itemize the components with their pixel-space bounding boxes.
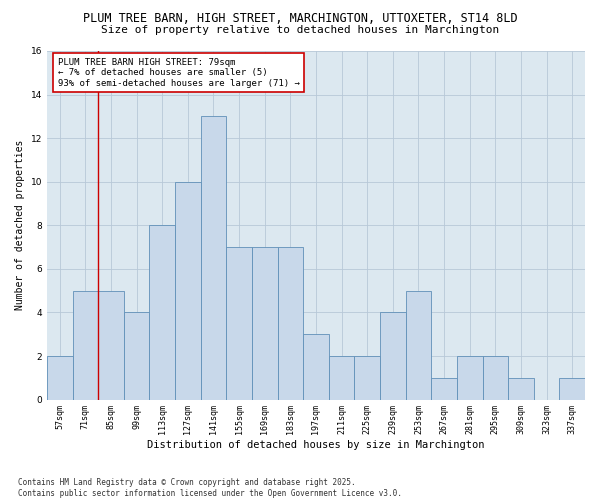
Bar	[329, 356, 355, 400]
Bar	[124, 312, 149, 400]
Bar	[252, 247, 278, 400]
Y-axis label: Number of detached properties: Number of detached properties	[15, 140, 25, 310]
Bar	[482, 356, 508, 400]
Text: Contains HM Land Registry data © Crown copyright and database right 2025.
Contai: Contains HM Land Registry data © Crown c…	[18, 478, 402, 498]
Bar	[355, 356, 380, 400]
Bar	[226, 247, 252, 400]
Bar	[303, 334, 329, 400]
Bar	[278, 247, 303, 400]
Bar	[47, 356, 73, 400]
Bar	[431, 378, 457, 400]
X-axis label: Distribution of detached houses by size in Marchington: Distribution of detached houses by size …	[147, 440, 485, 450]
Text: PLUM TREE BARN HIGH STREET: 79sqm
← 7% of detached houses are smaller (5)
93% of: PLUM TREE BARN HIGH STREET: 79sqm ← 7% o…	[58, 58, 299, 88]
Bar	[73, 290, 98, 400]
Bar	[406, 290, 431, 400]
Bar	[380, 312, 406, 400]
Bar	[175, 182, 200, 400]
Bar	[149, 226, 175, 400]
Bar	[457, 356, 482, 400]
Bar	[559, 378, 585, 400]
Text: Size of property relative to detached houses in Marchington: Size of property relative to detached ho…	[101, 25, 499, 35]
Text: PLUM TREE BARN, HIGH STREET, MARCHINGTON, UTTOXETER, ST14 8LD: PLUM TREE BARN, HIGH STREET, MARCHINGTON…	[83, 12, 517, 26]
Bar	[508, 378, 534, 400]
Bar	[98, 290, 124, 400]
Bar	[200, 116, 226, 400]
